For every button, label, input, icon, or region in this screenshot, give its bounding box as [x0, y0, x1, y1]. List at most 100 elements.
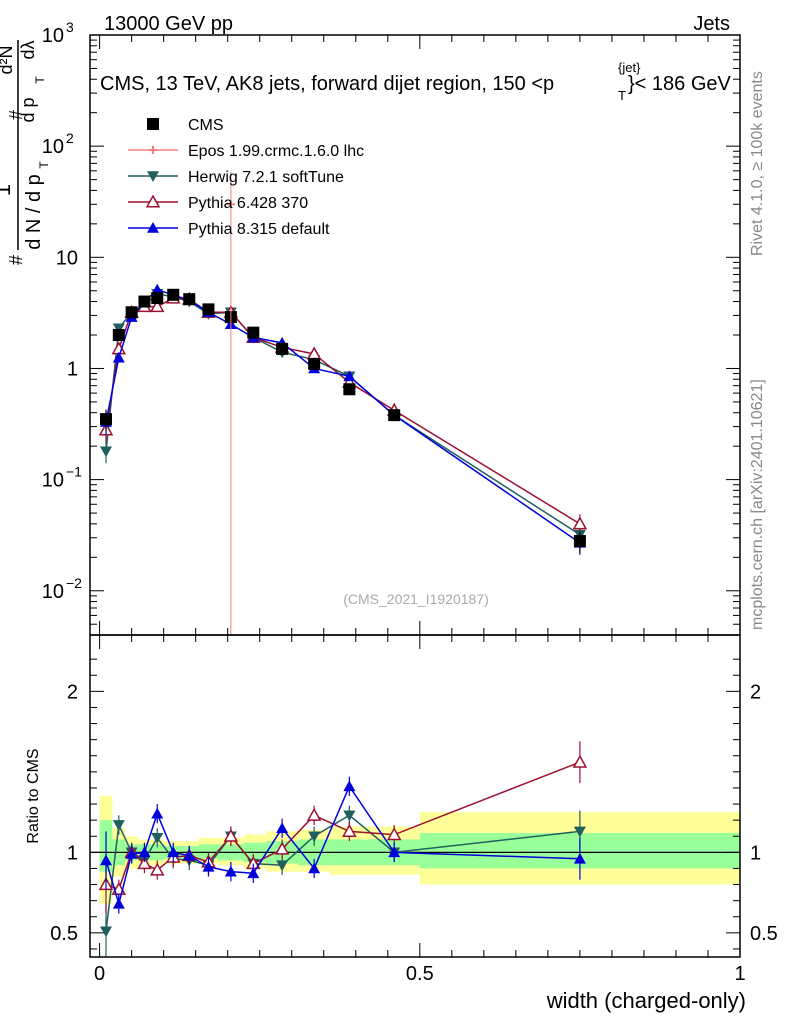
y-tick-label-base: 1	[67, 358, 78, 380]
ratio-point	[247, 867, 260, 879]
legend-label: CMS	[188, 117, 224, 134]
data-point	[343, 370, 356, 382]
rivet-version-label: Rivet 4.1.0, ≥ 100k events	[749, 71, 766, 256]
plot-title-sub: T	[618, 88, 626, 103]
ratio-point	[308, 831, 321, 843]
ratio-series-py8	[100, 776, 586, 914]
x-tick-label: 1	[734, 963, 745, 985]
legend-marker	[145, 194, 161, 208]
ratio-point	[100, 854, 113, 866]
ratio-point	[112, 897, 125, 909]
data-point	[226, 200, 235, 209]
series-py8	[100, 283, 586, 555]
series-line	[105, 288, 581, 544]
data-point	[388, 409, 401, 422]
series-herwig	[100, 288, 586, 547]
y-label-sub-t: T	[37, 161, 51, 169]
ratio-point	[343, 810, 356, 822]
y-tick-label-exp: 3	[66, 19, 74, 35]
data-point	[151, 292, 164, 305]
main-series-layer	[98, 172, 588, 635]
ratio-point	[343, 780, 356, 792]
data-point	[167, 288, 180, 301]
data-point	[183, 293, 196, 306]
x-axis-label: width (charged-only)	[546, 988, 746, 1013]
y-tick-label: 10 −1	[42, 464, 82, 492]
ratio-y-tick-label-right: 2	[750, 681, 761, 703]
ratio-series-layer	[98, 741, 588, 957]
y-tick-label: 10 3	[42, 19, 74, 47]
plot-title-end: }< 186 GeV	[628, 73, 732, 95]
ratio-point	[138, 846, 151, 858]
y-label-dndpt: d N / d p	[23, 174, 45, 250]
legend-item-herwig: Herwig 7.2.1 softTune	[128, 169, 344, 186]
y-label-d2n: d²N	[0, 45, 16, 74]
mcplots-site-label: mcplots.cern.ch [arXiv:2401.10621]	[749, 379, 766, 630]
data-point	[247, 326, 260, 339]
ratio-point	[386, 827, 402, 841]
x-tick-label: 0	[94, 963, 105, 985]
y-label-hash: #	[6, 255, 26, 265]
y-tick-label-base: 10	[56, 247, 78, 269]
legend-item-data: CMS	[147, 117, 224, 134]
ratio-point	[572, 754, 588, 768]
data-point	[308, 357, 321, 370]
legend-label: Pythia 6.428 370	[188, 195, 308, 212]
data-point	[276, 342, 289, 355]
ratio-point	[274, 841, 290, 855]
ratio-y-tick-label: 0.5	[50, 923, 78, 945]
y-tick-label-base: 10	[42, 470, 64, 492]
series-line	[105, 292, 581, 536]
legend-label: Pythia 8.315 default	[188, 221, 330, 238]
data-point	[572, 516, 588, 530]
ratio-point	[276, 822, 289, 833]
y-tick-label-exp: −2	[66, 575, 82, 591]
ratio-y-tick-label: 1	[67, 842, 78, 864]
y-tick-label: 10 2	[42, 130, 74, 158]
legend-marker	[147, 171, 159, 182]
ratio-panel: 0.5 0.51 12 20 0.5 1	[50, 634, 778, 985]
ratio-y-tick-label: 2	[67, 681, 78, 703]
data-point	[112, 351, 125, 363]
series-data	[100, 288, 586, 554]
ratio-point	[224, 865, 237, 877]
legend-item-epos: Epos 1.99.crmc.1.6.0 lhc	[128, 143, 364, 160]
legend-marker	[147, 118, 159, 130]
data-point	[573, 535, 586, 548]
data-point	[100, 446, 113, 458]
y-tick-label: 10 −2	[42, 575, 82, 603]
legend-label: Herwig 7.2.1 softTune	[188, 169, 344, 186]
ratio-point	[137, 856, 152, 870]
y-tick-label-exp: 2	[66, 130, 74, 146]
y-tick-label: 1	[67, 358, 78, 380]
process-label: 13000 GeV pp	[104, 13, 233, 35]
ratio-point	[183, 849, 196, 861]
series-epos	[226, 172, 235, 635]
ratio-point	[202, 860, 215, 872]
data-point	[149, 299, 165, 313]
series-py6	[98, 290, 588, 536]
legend: CMS Epos 1.99.crmc.1.6.0 lhc Herwig 7.2.1 …	[128, 117, 364, 238]
ratio-point	[151, 833, 164, 844]
ratio-point	[276, 860, 289, 872]
category-label: Jets	[693, 13, 730, 35]
ratio-point	[100, 926, 113, 938]
ratio-y-tick-label-right: 1	[750, 842, 761, 864]
series-line	[105, 297, 581, 525]
y-label-dpt: d p	[18, 97, 38, 122]
legend-item-py6: Pythia 6.428 370	[128, 194, 308, 212]
y-tick-label-base: 10	[42, 25, 64, 47]
ratio-point	[388, 846, 401, 858]
ratio-point	[308, 862, 321, 874]
ratio-point	[306, 807, 322, 821]
band-inner	[198, 844, 219, 859]
y-label-hash: #	[6, 110, 26, 120]
data-point	[125, 306, 138, 319]
ratio-axes: 0.5 0.51 12 20 0.5 1	[50, 635, 778, 985]
ratio-point	[223, 828, 239, 842]
y-label-one: 1	[0, 184, 15, 196]
y-tick-label-base: 10	[42, 136, 64, 158]
